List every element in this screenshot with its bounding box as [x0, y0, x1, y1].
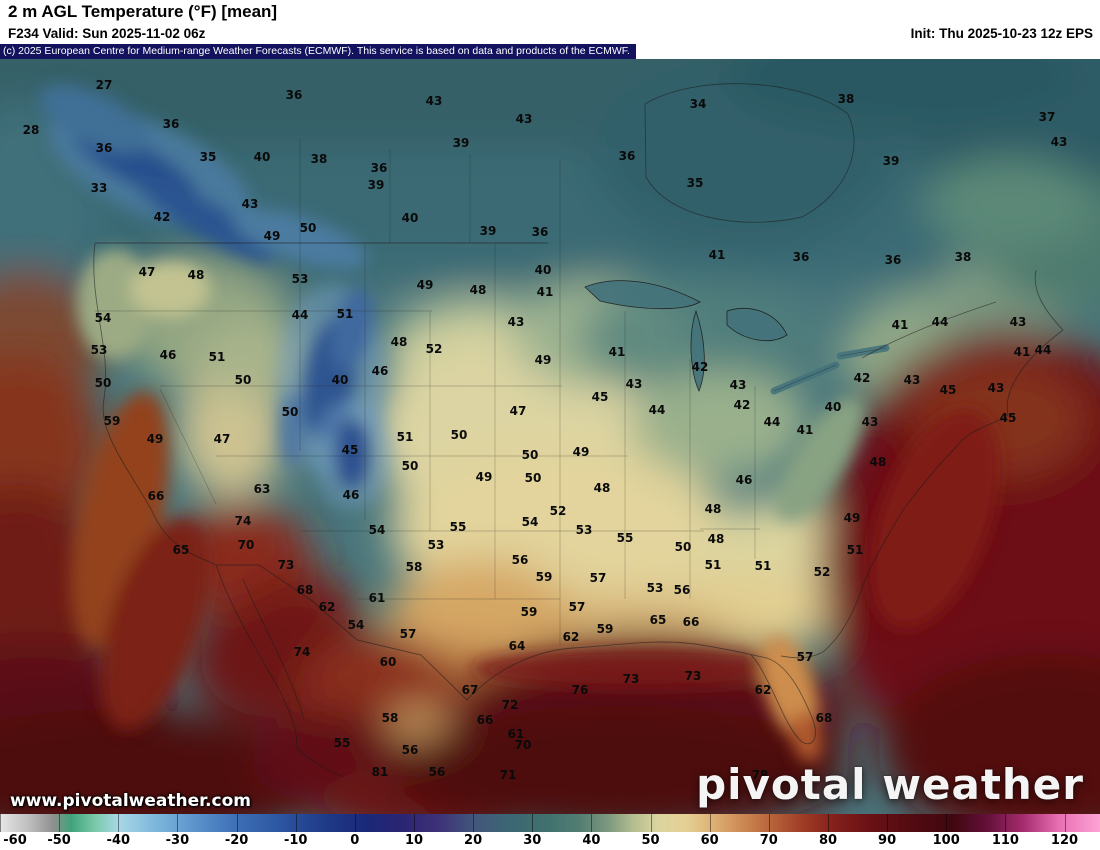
- colorbar-tick: [118, 814, 120, 832]
- valid-time: F234 Valid: Sun 2025-11-02 06z: [8, 26, 206, 41]
- colorbar-tick-label: -30: [165, 833, 190, 848]
- temperature-field-detail: [39, 84, 1000, 763]
- colorbar-tick-label: -50: [47, 833, 71, 848]
- colorbar-tick: [768, 814, 770, 832]
- colorbar-tick-label: 110: [991, 833, 1019, 848]
- colorbar-tick: [650, 814, 652, 832]
- colorbar-tick-label: -60: [3, 833, 27, 848]
- copyright-notice: (c) 2025 European Centre for Medium-rang…: [0, 44, 636, 59]
- colorbar-tick: [887, 814, 889, 832]
- colorbar-tick: [532, 814, 534, 832]
- colorbar-tick: [177, 814, 179, 832]
- colorbar-tick-label: 120: [1050, 833, 1079, 848]
- map-title: 2 m AGL Temperature (°F) [mean]: [8, 2, 278, 21]
- colorbar-tick: [295, 814, 297, 832]
- colorbar-tick-label: -20: [224, 833, 249, 848]
- colorbar-tick-label: 30: [523, 833, 542, 848]
- temperature-field: [0, 59, 1100, 814]
- colorbar-tick-label: 70: [759, 833, 778, 848]
- coastline-borders: [93, 83, 1064, 778]
- temperature-map: [0, 59, 1100, 814]
- brand-watermark: pivotal weather: [696, 760, 1084, 809]
- watermark-url: www.pivotalweather.com: [10, 791, 252, 811]
- colorbar-tick-label: 10: [404, 833, 424, 848]
- header-bar: 2 m AGL Temperature (°F) [mean] F234 Val…: [0, 0, 1100, 59]
- colorbar-tick: [473, 814, 475, 832]
- colorbar-tick: [591, 814, 593, 832]
- colorbar-tick-label: 90: [878, 833, 897, 848]
- colorbar-tick-label: 50: [641, 833, 660, 848]
- colorbar-tick: [354, 814, 356, 832]
- colorbar-tick-label: 100: [932, 833, 960, 848]
- colorbar-labels: -60 -50 -40 -30 -20 -10 0 10 20 30 40 50 60 70 80 90 100…: [0, 832, 1100, 850]
- colorbar-tick: [828, 814, 829, 832]
- colorbar-tick: [0, 814, 1, 832]
- colorbar: -60 -50 -40 -30 -20 -10 0 10 20 30 40 50 60 70 80 90 100…: [0, 814, 1100, 850]
- colorbar-tick: [236, 814, 238, 832]
- colorbar-tick-label: 0: [350, 833, 360, 848]
- colorbar-tick-label: 40: [582, 833, 601, 848]
- colorbar-tick-label: 20: [464, 833, 483, 848]
- colorbar-tick-label: 80: [818, 833, 838, 848]
- colorbar-tick-label: 60: [700, 833, 719, 848]
- colorbar-tick: [414, 814, 415, 832]
- colorbar-tick: [946, 814, 948, 832]
- colorbar-tick-label: -40: [106, 833, 131, 848]
- init-time: Init: Thu 2025-10-23 12z EPS: [910, 26, 1093, 41]
- colorbar-tick-label: -10: [283, 833, 308, 848]
- colorbar-gradient: [0, 814, 1100, 832]
- colorbar-tick: [1064, 814, 1066, 832]
- colorbar-tick: [1005, 814, 1007, 832]
- colorbar-tick: [59, 814, 61, 832]
- state-borders: [95, 139, 760, 645]
- map-canvas: [0, 59, 1100, 814]
- colorbar-tick: [709, 814, 711, 832]
